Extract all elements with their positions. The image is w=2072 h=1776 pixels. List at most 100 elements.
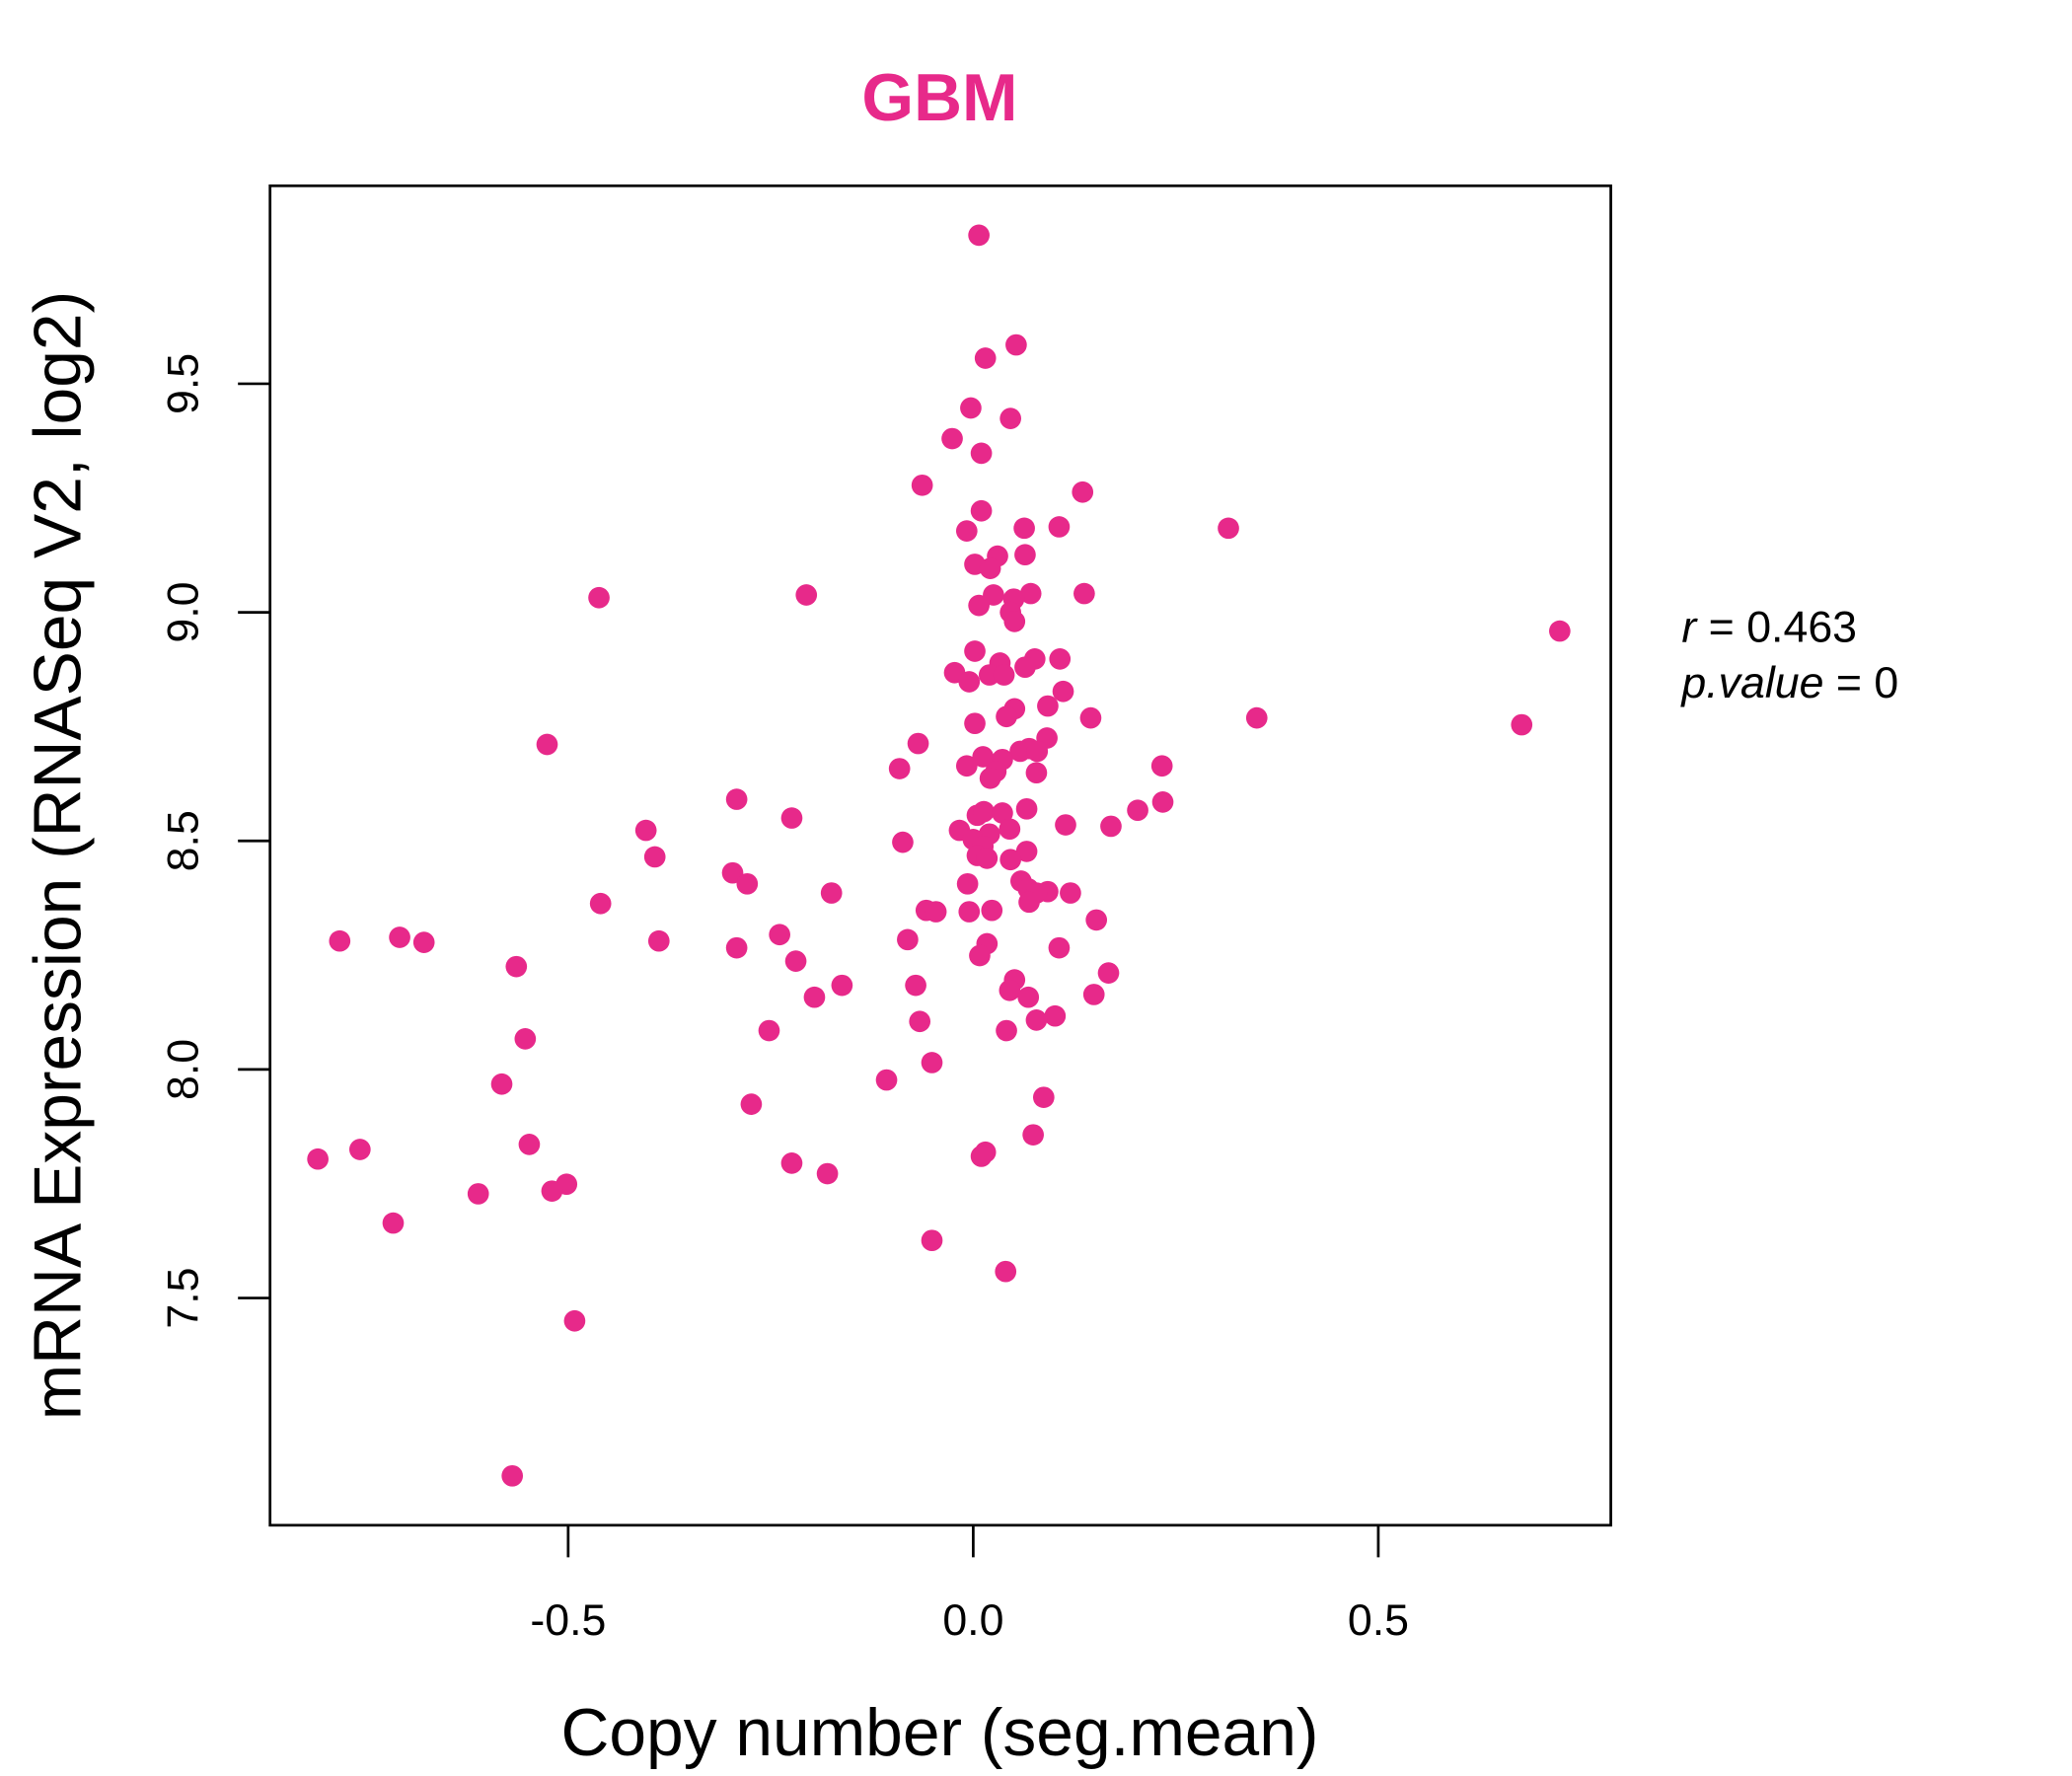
- data-point: [820, 882, 843, 904]
- data-point: [981, 899, 1003, 922]
- data-point: [1048, 516, 1071, 538]
- data-point: [784, 950, 807, 972]
- data-point: [1003, 611, 1026, 632]
- data-point: [1127, 799, 1148, 822]
- data-point: [634, 819, 657, 842]
- y-axis-label: mRNA Expression (RNASeq V2, log2): [21, 291, 95, 1420]
- x-axis: -0.5 0.0 0.5: [530, 1524, 1409, 1645]
- data-point: [1019, 582, 1042, 605]
- data-point: [1018, 891, 1040, 914]
- data-point: [563, 1309, 586, 1332]
- data-point: [1072, 481, 1094, 503]
- data-point: [973, 800, 995, 823]
- data-point: [925, 901, 947, 923]
- data-point: [1009, 740, 1031, 763]
- y-tick-label: 9.0: [160, 582, 208, 643]
- data-point: [501, 1464, 524, 1487]
- data-point: [769, 924, 790, 946]
- data-point: [1014, 544, 1036, 566]
- data-point: [905, 974, 926, 997]
- data-point: [1060, 882, 1081, 904]
- data-point: [995, 1260, 1017, 1283]
- data-point: [329, 929, 351, 952]
- data-point: [725, 936, 748, 959]
- data-point: [1015, 841, 1038, 862]
- data-point: [803, 986, 826, 1008]
- data-point: [1044, 1004, 1067, 1027]
- x-tick-label: -0.5: [530, 1596, 606, 1645]
- data-point: [911, 474, 933, 496]
- data-point: [970, 1146, 993, 1167]
- data-point: [1015, 797, 1038, 820]
- data-point: [816, 1162, 839, 1185]
- data-point: [1052, 680, 1074, 703]
- data-point: [999, 979, 1021, 1001]
- data-point: [972, 746, 995, 768]
- pvalue-annotation: p.value = 0: [1679, 659, 1898, 707]
- data-point: [505, 955, 528, 978]
- data-point: [1025, 762, 1048, 784]
- data-point: [964, 640, 986, 662]
- data-point: [996, 1019, 1017, 1042]
- data-point: [1549, 620, 1571, 642]
- data-point: [348, 1139, 371, 1160]
- data-point: [970, 442, 993, 465]
- data-point: [758, 1019, 780, 1042]
- data-point: [1079, 706, 1102, 729]
- y-tick-label: 9.5: [160, 353, 208, 414]
- data-point: [1245, 706, 1268, 729]
- data-point: [970, 499, 993, 522]
- data-point: [412, 931, 435, 953]
- data-point: [1055, 814, 1076, 836]
- y-axis: 7.5 8.0 8.5 9.0 9.5: [160, 353, 270, 1329]
- data-point: [514, 1028, 537, 1050]
- data-point: [1151, 791, 1174, 813]
- data-point: [999, 407, 1021, 429]
- data-point: [979, 557, 1001, 579]
- data-point: [795, 584, 818, 606]
- data-point: [1100, 815, 1122, 838]
- data-point: [780, 1152, 803, 1174]
- data-point: [921, 1052, 943, 1073]
- data-point: [979, 767, 1001, 789]
- y-tick-label: 8.0: [160, 1039, 208, 1100]
- points-layer: [307, 224, 1571, 1487]
- data-point: [1048, 936, 1071, 959]
- data-point: [993, 664, 1015, 686]
- data-point: [536, 733, 558, 756]
- data-point: [1073, 582, 1095, 605]
- data-point: [1085, 909, 1108, 931]
- data-point: [1218, 517, 1239, 540]
- data-point: [1032, 1086, 1055, 1109]
- data-point: [968, 594, 990, 617]
- data-point: [955, 755, 978, 777]
- data-point: [974, 347, 997, 369]
- data-point: [467, 1183, 489, 1205]
- data-point: [969, 944, 991, 967]
- data-point: [1005, 333, 1027, 356]
- data-point: [647, 929, 670, 952]
- data-point: [721, 861, 744, 884]
- data-point: [892, 831, 914, 853]
- data-point: [875, 1069, 898, 1091]
- data-point: [740, 1093, 763, 1115]
- data-point: [831, 974, 853, 997]
- data-point: [964, 712, 986, 735]
- data-point: [490, 1073, 513, 1095]
- data-point: [588, 586, 610, 609]
- plot-frame: [268, 184, 1612, 1527]
- data-point: [382, 1212, 405, 1234]
- data-point: [780, 807, 803, 829]
- data-point: [307, 1147, 329, 1170]
- data-point: [389, 926, 410, 948]
- data-point: [1082, 984, 1105, 1005]
- data-point: [1026, 740, 1049, 763]
- data-point: [1150, 755, 1173, 777]
- data-point: [1097, 962, 1120, 984]
- data-point: [589, 892, 612, 915]
- data-point: [1022, 1124, 1044, 1147]
- data-point: [909, 1010, 931, 1033]
- correlation-annotation: r = 0.463: [1681, 603, 1857, 651]
- data-point: [1511, 713, 1533, 736]
